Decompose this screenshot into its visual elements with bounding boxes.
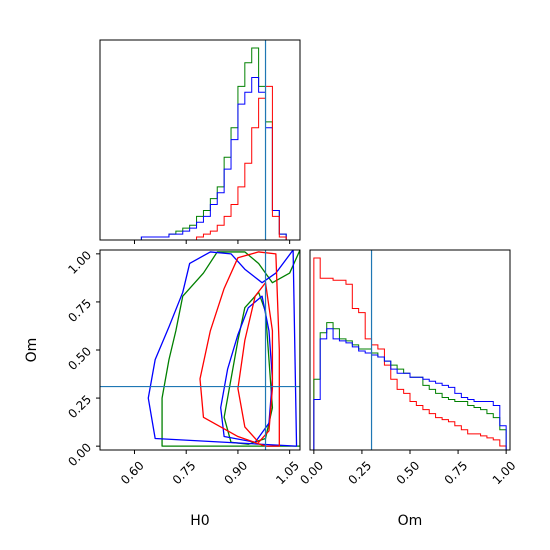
om-xtick-label: 0.50 — [394, 458, 423, 487]
joint-xtick-label: 0.60 — [118, 458, 147, 487]
y-axis-label-om: Om — [24, 338, 40, 363]
contour-group — [147, 250, 300, 447]
om-hist-green-series — [313, 322, 507, 450]
om-histogram-panel: 0.00 0.25 0.50 0.75 1.00 Om — [297, 249, 519, 529]
om-hist-red-series — [313, 257, 507, 450]
h0-hist-frame — [99, 39, 301, 241]
x-axis-label-om: Om — [398, 513, 423, 529]
contour-blue-outer — [147, 250, 298, 447]
om-xtick-label: 0.25 — [345, 458, 374, 487]
h0-om-contour-panel: 0.60 0.75 0.90 1.05 0.00 0.25 0.50 0.75 1.00 H0 Om — [24, 248, 302, 529]
contour-green-outer — [161, 250, 300, 447]
joint-ytick-label: 1.00 — [65, 248, 94, 277]
contour-red-inner — [237, 282, 274, 443]
joint-ytick-label: 0.50 — [65, 344, 94, 373]
joint-ytick-label: 0.25 — [65, 392, 94, 421]
joint-xtick-label: 0.90 — [221, 458, 250, 487]
contour-red-outer — [199, 251, 280, 447]
joint-xtick-label: 1.05 — [273, 458, 302, 487]
om-xtick-label: 0.00 — [297, 458, 326, 487]
contour-blue-inner — [220, 295, 274, 443]
om-hist-blue-series — [313, 328, 507, 450]
h0-histogram-panel — [99, 39, 301, 244]
om-xtick-label: 1.00 — [490, 458, 519, 487]
joint-xtick-label: 0.75 — [170, 458, 199, 487]
x-axis-label-h0: H0 — [190, 513, 209, 529]
h0-hist-red-series — [134, 85, 287, 241]
joint-ytick-label: 0.00 — [65, 440, 94, 469]
joint-ytick-label: 0.75 — [65, 296, 94, 325]
contour-green-inner — [223, 291, 274, 445]
h0-hist-blue-series — [134, 77, 287, 241]
om-xtick-label: 0.75 — [442, 458, 471, 487]
